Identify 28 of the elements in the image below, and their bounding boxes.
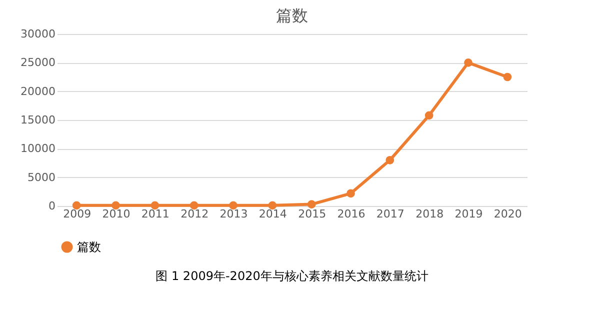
y-tick-label: 15000	[20, 114, 56, 126]
point	[464, 58, 472, 67]
point	[424, 111, 434, 120]
x-tick-label: 2015	[298, 208, 326, 220]
y-tick-label: 10000	[20, 142, 56, 156]
point	[346, 189, 355, 198]
x-tick-label: 2014	[258, 208, 287, 220]
x-tick-label: 2010	[102, 208, 130, 220]
x-tick-label: 2016	[337, 208, 366, 220]
y-tick-label: 25000	[20, 56, 56, 70]
x-tick-label: 2020	[494, 208, 522, 220]
caption: 图 1 2009年-2020年与核心素养相关文献数量统计	[156, 269, 428, 283]
y-tick-label: 0	[48, 200, 56, 212]
y-tick-label: 5000	[28, 170, 56, 184]
x-tick-label: 2011	[141, 208, 170, 220]
point	[386, 156, 394, 164]
chart-title: 篇数	[276, 6, 308, 25]
x-tick-label: 2018	[416, 208, 444, 220]
x-tick-label: 2017	[376, 208, 404, 220]
y-tick-label: 20000	[20, 84, 56, 98]
point	[307, 200, 316, 208]
point	[503, 72, 512, 82]
x-tick-label: 2019	[454, 208, 483, 220]
x-tick-label: 2012	[180, 208, 209, 220]
x-tick-label: 2009	[63, 208, 92, 220]
x-tick-label: 2013	[220, 208, 248, 220]
y-tick-label: 30000	[20, 28, 56, 40]
legend-label: 篇数	[77, 240, 101, 254]
